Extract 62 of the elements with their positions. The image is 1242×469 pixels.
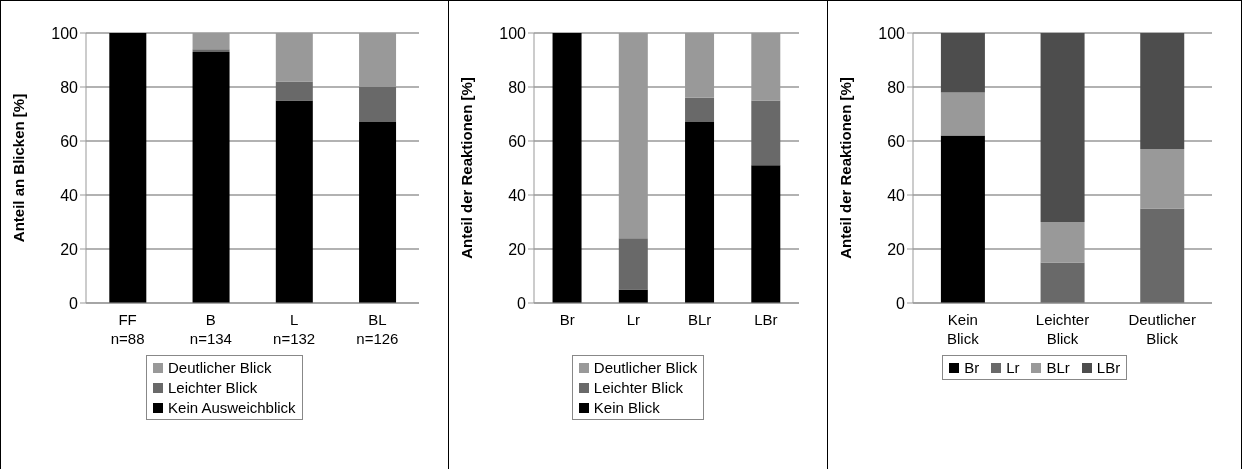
bar [941,135,986,303]
legend-label: Lr [1006,359,1020,376]
x-tick-label: BLr [687,311,711,328]
x-tick-label: Lr [626,311,640,328]
x-tick-label: L n=132 [273,311,316,347]
bar [109,33,147,303]
legend-label: Leichter Blick [593,379,683,396]
y-tick-label: 60 [60,132,79,150]
bar [192,51,230,303]
bar [750,100,780,166]
y-axis-title: Anteil an Blicken [%] [10,93,28,243]
legend-label: Deutlicher Blick [168,359,272,376]
bar [684,122,714,303]
x-tick-label: B n=134 [189,311,232,347]
bar [359,87,397,123]
y-tick-label: 40 [507,186,526,204]
y-axis-title: Anteil der Reaktionen [%] [457,77,475,259]
x-tick-label: LBr [753,311,778,328]
x-tick-label: BL n=126 [356,311,399,347]
y-tick-label: 100 [878,24,906,42]
y-axis-title: Anteil der Reaktionen [%] [837,77,855,259]
y-tick-label: 80 [507,78,526,96]
bar [1040,33,1085,222]
bar [684,97,714,123]
x-tick-label: Leichter Blick [1036,311,1090,347]
bar [1140,208,1185,303]
legend-label: Kein Blick [593,399,660,416]
y-tick-label: 100 [498,24,526,42]
legend-label: Deutlicher Blick [593,359,698,376]
y-tick-label: 40 [887,186,906,204]
bar [275,81,313,101]
bar [552,33,582,303]
y-tick-label: 20 [60,240,79,258]
x-tick-label: FF n=88 [110,311,145,347]
bar [618,238,648,290]
bar [359,122,397,303]
y-tick-label: 80 [60,78,79,96]
y-tick-label: 0 [896,294,906,312]
y-tick-label: 80 [887,78,906,96]
bar [941,33,986,93]
y-tick-label: 0 [516,294,526,312]
bar [1040,262,1085,303]
y-tick-label: 100 [51,24,79,42]
y-tick-label: 20 [507,240,526,258]
bar [941,92,986,136]
legend-label: Kein Ausweichblick [168,399,296,416]
legend-label: Leichter Blick [168,379,258,396]
x-tick-label: Kein Blick [947,311,980,347]
x-tick-label: Br [559,311,575,328]
y-tick-label: 0 [69,294,79,312]
bar [750,165,780,303]
legend-label: LBr [1096,359,1121,376]
y-tick-label: 40 [60,186,79,204]
bar [192,49,230,52]
bar [275,100,313,303]
legend-label: BLr [1046,359,1070,376]
x-tick-label: Deutlicher Blick [1128,311,1197,347]
y-tick-label: 60 [887,132,906,150]
y-tick-label: 60 [507,132,526,150]
y-tick-label: 20 [887,240,906,258]
legend-label: Br [964,359,980,376]
bar [1140,33,1185,150]
